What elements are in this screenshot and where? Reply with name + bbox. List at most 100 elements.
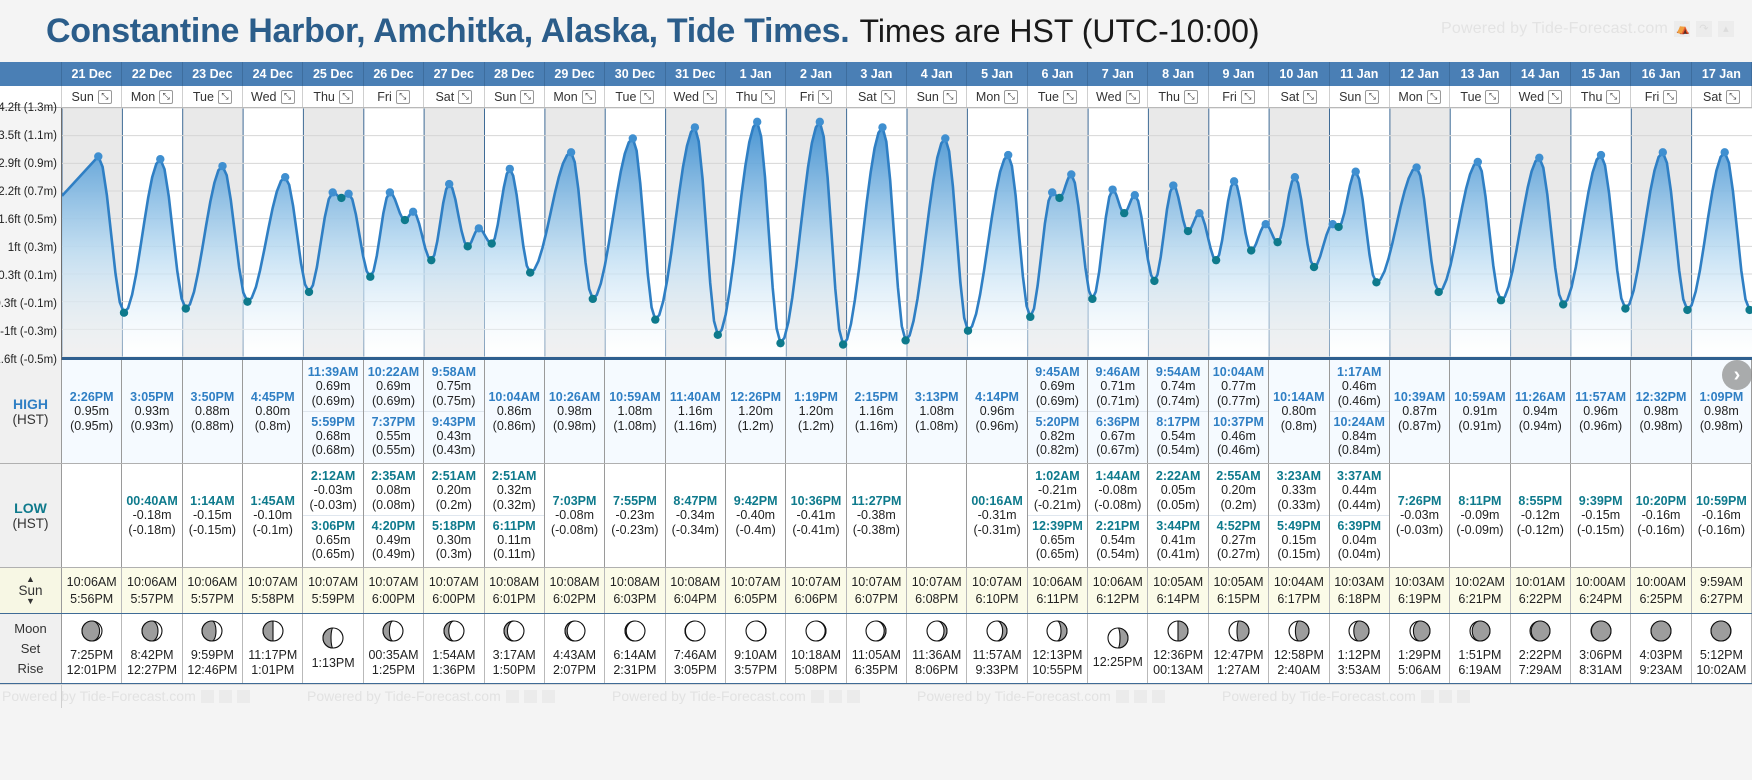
day-header-cell[interactable]: Tue ⤡ bbox=[1028, 86, 1089, 107]
expand-day-icon[interactable]: ⤡ bbox=[1663, 89, 1678, 104]
expand-day-icon[interactable]: ⤡ bbox=[1240, 89, 1255, 104]
day-header-cell[interactable]: Wed ⤡ bbox=[1511, 86, 1571, 107]
day-header-cell[interactable]: Sun ⤡ bbox=[1330, 86, 1390, 107]
expand-day-icon[interactable]: ⤡ bbox=[338, 89, 353, 104]
day-header-cell[interactable]: Mon ⤡ bbox=[122, 86, 183, 107]
expand-day-icon[interactable]: ⤡ bbox=[761, 89, 776, 104]
expand-day-icon[interactable]: ⤡ bbox=[97, 89, 112, 104]
expand-day-icon[interactable]: ⤡ bbox=[1606, 89, 1621, 104]
expand-day-icon[interactable]: ⤡ bbox=[520, 89, 535, 104]
expand-day-icon[interactable]: ⤡ bbox=[217, 89, 232, 104]
day-header-cell[interactable]: Thu ⤡ bbox=[303, 86, 364, 107]
expand-day-icon[interactable]: ⤡ bbox=[1062, 89, 1077, 104]
day-header-cell[interactable]: Mon ⤡ bbox=[545, 86, 606, 107]
day-name-label: Fri bbox=[799, 89, 815, 104]
high-tide-time: 10:26AM bbox=[548, 390, 601, 405]
low-tide-event: 8:47PM -0.34m (-0.34m) bbox=[666, 493, 725, 538]
refresh-icon bbox=[218, 689, 232, 703]
high-tide-height-alt: (0.8m) bbox=[1280, 418, 1317, 433]
sunrise-time: 10:05AM bbox=[1153, 575, 1204, 589]
day-header-cell[interactable]: Wed ⤡ bbox=[1088, 86, 1149, 107]
day-header-cell[interactable]: Mon ⤡ bbox=[967, 86, 1028, 107]
expand-day-icon[interactable]: ⤡ bbox=[703, 89, 718, 104]
refresh-icon bbox=[828, 689, 842, 703]
expand-day-icon[interactable]: ⤡ bbox=[880, 89, 895, 104]
day-header-cell[interactable]: Fri ⤡ bbox=[1209, 86, 1270, 107]
day-header-cell[interactable]: Sat ⤡ bbox=[424, 86, 485, 107]
low-tide-height: 0.32m bbox=[496, 483, 532, 498]
sun-times-cell: 10:00AM 6:24PM bbox=[1571, 568, 1632, 613]
day-header-cell[interactable]: Thu ⤡ bbox=[1148, 86, 1209, 107]
sunrise-time: 10:06AM bbox=[1032, 575, 1083, 589]
expand-day-icon[interactable]: ⤡ bbox=[1426, 89, 1441, 104]
moon-phase-icon bbox=[1650, 620, 1672, 647]
expand-day-icon[interactable]: ⤡ bbox=[640, 89, 655, 104]
moonrise-time: 1:50PM bbox=[492, 663, 536, 677]
day-header-cell[interactable]: Sun ⤡ bbox=[485, 86, 545, 107]
day-header-cell[interactable]: Wed ⤡ bbox=[666, 86, 726, 107]
high-tide-height-alt: (0.86m) bbox=[492, 418, 536, 433]
day-header-cell[interactable]: Sat ⤡ bbox=[847, 86, 908, 107]
next-period-button[interactable]: › bbox=[1722, 360, 1752, 390]
high-tide-height-alt: (0.46m) bbox=[1216, 443, 1261, 458]
expand-day-icon[interactable]: ⤡ bbox=[942, 89, 957, 104]
high-tide-cell: 9:54AM 0.74m (0.74m) 8:17PM 0.54m (0.54m) bbox=[1148, 360, 1209, 463]
moon-phase-icon bbox=[1288, 620, 1310, 647]
sunset-time: 6:02PM bbox=[553, 592, 597, 606]
expand-day-icon[interactable]: ⤡ bbox=[1548, 89, 1563, 104]
day-header-cell[interactable]: Mon ⤡ bbox=[1390, 86, 1451, 107]
day-header-cell[interactable]: Fri ⤡ bbox=[786, 86, 847, 107]
sunset-time: 6:03PM bbox=[613, 592, 657, 606]
high-tide-cell: 1:17AM 0.46m (0.46m) 10:24AM 0.84m (0.84m) bbox=[1329, 360, 1390, 463]
expand-day-icon[interactable]: ⤡ bbox=[1004, 89, 1019, 104]
day-header-cell[interactable]: Tue ⤡ bbox=[183, 86, 244, 107]
tide-chart: 4.2ft (1.3m) 3.5ft (1.1m) 2.9ft (0.9m) 2.2f… bbox=[0, 102, 1752, 366]
day-header-cell[interactable]: Sun ⤡ bbox=[62, 86, 123, 107]
day-header-cell[interactable]: Thu ⤡ bbox=[726, 86, 787, 107]
moonrise-time: 8:06PM bbox=[915, 663, 959, 677]
share-icon bbox=[1151, 689, 1165, 703]
moonset-time: 11:05AM bbox=[851, 648, 901, 662]
expand-day-icon[interactable]: ⤡ bbox=[1125, 89, 1140, 104]
day-header-cell[interactable]: Tue ⤡ bbox=[605, 86, 666, 107]
low-tide-height: -0.34m bbox=[675, 508, 715, 523]
expand-day-icon[interactable]: ⤡ bbox=[1303, 89, 1318, 104]
day-header-cell[interactable]: Sun ⤡ bbox=[907, 86, 968, 107]
expand-day-icon[interactable]: ⤡ bbox=[1183, 89, 1198, 104]
expand-day-icon[interactable]: ⤡ bbox=[581, 89, 596, 104]
expand-day-icon[interactable]: ⤡ bbox=[395, 89, 410, 104]
low-tide-cell: 00:16AM -0.31m (-0.31m) bbox=[967, 464, 1028, 567]
day-header-cell[interactable]: Fri ⤡ bbox=[364, 86, 425, 107]
high-tide-time: 1:19PM bbox=[794, 390, 838, 405]
sunset-time: 6:11PM bbox=[1036, 592, 1079, 606]
day-header-cell[interactable]: Thu ⤡ bbox=[1571, 86, 1632, 107]
high-tide-height-alt: (0.98m) bbox=[1699, 418, 1743, 433]
sunrise-time: 10:07AM bbox=[790, 575, 841, 589]
expand-day-icon[interactable]: ⤡ bbox=[1365, 89, 1380, 104]
high-tide-time: 11:40AM bbox=[669, 390, 721, 405]
day-header-cell[interactable]: Sat ⤡ bbox=[1692, 86, 1752, 107]
share-icon bbox=[846, 689, 860, 703]
moon-cell: 9:10AM 3:57PM bbox=[726, 614, 787, 683]
moon-phase-icon bbox=[926, 620, 948, 647]
high-tide-height-alt: (0.96m) bbox=[1579, 418, 1623, 433]
low-tide-cell: 1:14AM -0.15m (-0.15m) bbox=[183, 464, 244, 567]
day-name-label: Fri bbox=[1644, 89, 1660, 104]
expand-day-icon[interactable]: ⤡ bbox=[458, 89, 473, 104]
day-header-cell[interactable]: Fri ⤡ bbox=[1631, 86, 1692, 107]
low-tide-time: 9:39PM bbox=[1578, 494, 1623, 509]
day-header-cell[interactable]: Sat ⤡ bbox=[1269, 86, 1330, 107]
day-header-cell[interactable]: Tue ⤡ bbox=[1450, 86, 1511, 107]
low-tide-event: 10:20PM -0.16m (-0.16m) bbox=[1631, 493, 1690, 538]
high-tide-height-alt: (0.82m) bbox=[1035, 443, 1079, 458]
sun-times-cell: 10:06AM 5:56PM bbox=[62, 568, 123, 613]
expand-day-icon[interactable]: ⤡ bbox=[818, 89, 833, 104]
expand-day-icon[interactable]: ⤡ bbox=[280, 89, 295, 104]
expand-day-icon[interactable]: ⤡ bbox=[1725, 89, 1740, 104]
moonset-time: 11:17PM bbox=[248, 648, 298, 662]
expand-day-icon[interactable]: ⤡ bbox=[1485, 89, 1500, 104]
expand-day-icon[interactable]: ⤡ bbox=[159, 89, 174, 104]
low-tide-time: 1:45AM bbox=[250, 494, 295, 509]
day-header-cell[interactable]: Wed ⤡ bbox=[243, 86, 304, 107]
moonrise-time: 8:31AM bbox=[1579, 663, 1623, 677]
